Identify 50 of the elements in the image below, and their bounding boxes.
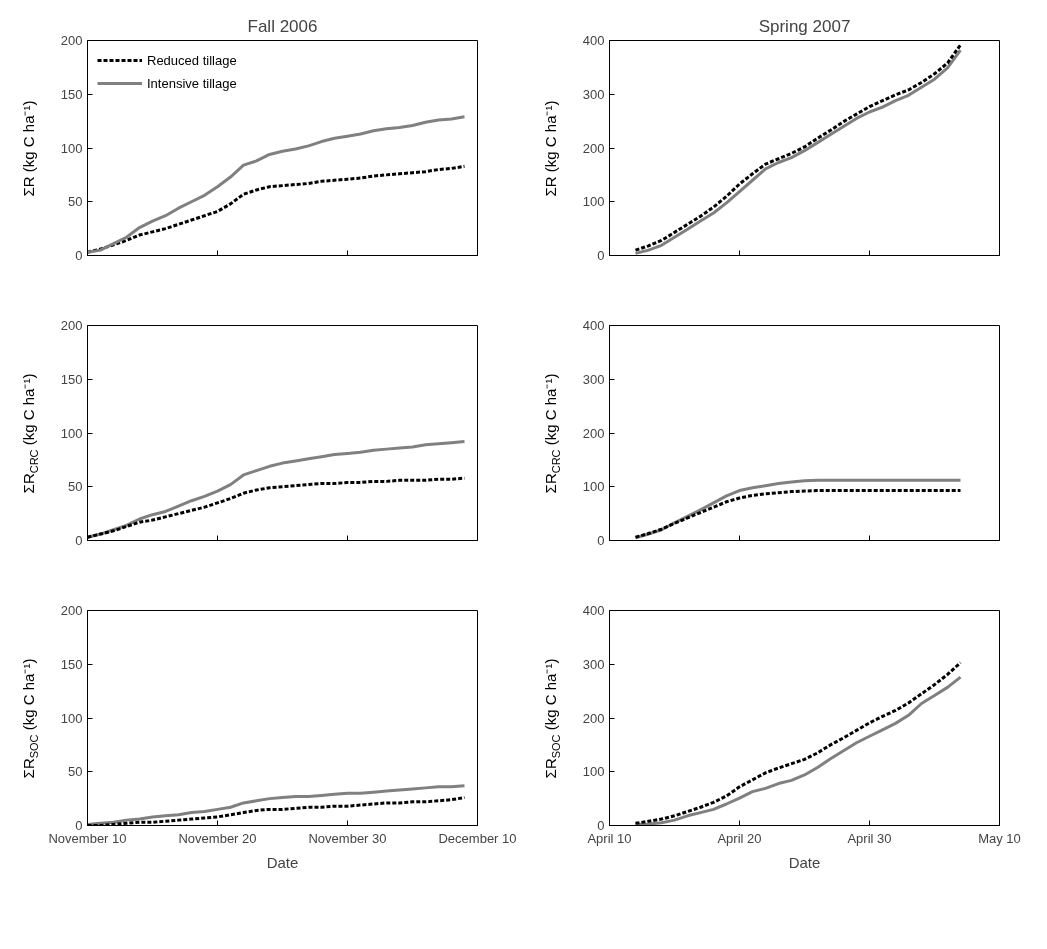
y-tick-label: 100: [582, 764, 605, 780]
y-tick-label: 50: [68, 479, 83, 495]
y-tick-label: 100: [582, 194, 605, 210]
x-tick-label: April 30: [847, 830, 892, 846]
x-tick-label: April 20: [717, 830, 762, 846]
x-tick-label: November 30: [308, 830, 387, 846]
y-tick-label: 50: [68, 764, 83, 780]
y-tick-label: 300: [582, 371, 605, 387]
y-tick-label: 300: [582, 86, 605, 102]
y-axis-title: ΣRSOC (kg C ha⁻¹): [20, 658, 40, 779]
y-tick-label: 200: [60, 318, 83, 333]
y-tick-label: 0: [597, 533, 605, 548]
y-tick-label: 0: [75, 533, 83, 548]
y-tick-label: 100: [582, 479, 605, 495]
y-axis-title: ΣRCRC (kg C ha⁻¹): [20, 373, 40, 494]
x-axis-title: Date: [266, 853, 299, 871]
y-axis-title: ΣR (kg C ha⁻¹): [542, 100, 559, 197]
y-tick-label: 300: [582, 656, 605, 672]
y-tick-label: 150: [60, 371, 83, 387]
y-tick-label: 200: [60, 33, 83, 48]
y-tick-label: 400: [582, 33, 605, 48]
y-tick-label: 400: [582, 603, 605, 618]
y-tick-label: 0: [75, 818, 83, 833]
y-tick-label: 200: [582, 140, 605, 156]
y-tick-label: 200: [582, 710, 605, 726]
chart-title: Spring 2007: [758, 16, 851, 36]
y-tick-label: 0: [75, 248, 83, 263]
y-axis-title: ΣRCRC (kg C ha⁻¹): [542, 373, 562, 494]
x-tick-label: December 10: [438, 830, 517, 846]
legend-label: Reduced tillage: [147, 52, 237, 68]
chart-title: Fall 2006: [247, 16, 318, 36]
y-tick-label: 200: [582, 425, 605, 441]
legend-label: Intensive tillage: [147, 75, 237, 91]
y-axis-title: ΣR (kg C ha⁻¹): [20, 100, 37, 197]
y-tick-label: 100: [60, 425, 83, 441]
x-axis-title: Date: [788, 853, 821, 871]
x-tick-label: November 10: [48, 830, 127, 846]
x-tick-label: April 10: [587, 830, 632, 846]
y-tick-label: 150: [60, 656, 83, 672]
y-tick-label: 0: [597, 818, 605, 833]
y-tick-label: 150: [60, 86, 83, 102]
x-tick-label: May 10: [978, 830, 1021, 846]
y-tick-label: 400: [582, 318, 605, 333]
y-tick-label: 200: [60, 603, 83, 618]
y-tick-label: 0: [597, 248, 605, 263]
y-tick-label: 100: [60, 140, 83, 156]
x-tick-label: November 20: [178, 830, 257, 846]
y-axis-title: ΣRSOC (kg C ha⁻¹): [542, 658, 562, 779]
y-tick-label: 50: [68, 194, 83, 210]
y-tick-label: 100: [60, 710, 83, 726]
